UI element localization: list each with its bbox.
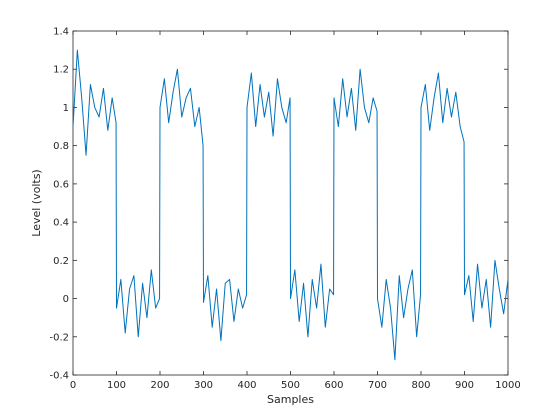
x-tick-label: 1000	[495, 380, 520, 391]
y-tick-label: 0.4	[53, 218, 69, 229]
x-tick-label: 200	[150, 380, 169, 391]
x-tick-label: 900	[455, 380, 474, 391]
x-tick-label: 300	[194, 380, 213, 391]
y-tick-label: 1.4	[53, 27, 69, 38]
x-tick-label: 600	[324, 380, 343, 391]
x-tick-label: 500	[281, 380, 300, 391]
x-axis-label: Samples	[267, 393, 314, 406]
x-tick-label: 800	[411, 380, 430, 391]
x-tick-label: 700	[368, 380, 387, 391]
ticks-layer: 0 100 200 300 400 500 600 700 800 900 1000 -0.4 -0.2…	[49, 27, 520, 392]
signal-line	[72, 49, 509, 361]
y-tick-label: 0.8	[53, 141, 69, 152]
y-tick-label: 0	[63, 294, 69, 305]
y-axis-label: Level (volts)	[30, 169, 43, 236]
x-tick-label: 0	[70, 380, 76, 391]
y-tick-label: 0.2	[53, 256, 69, 267]
y-tick-label: 0.6	[53, 179, 69, 190]
y-tick-label: 1	[63, 103, 69, 114]
x-tick-label: 100	[107, 380, 126, 391]
y-tick-label: -0.2	[49, 332, 69, 343]
y-tick-label: 1.2	[53, 65, 69, 76]
x-tick-label: 400	[237, 380, 256, 391]
y-tick-label: -0.4	[49, 371, 69, 382]
